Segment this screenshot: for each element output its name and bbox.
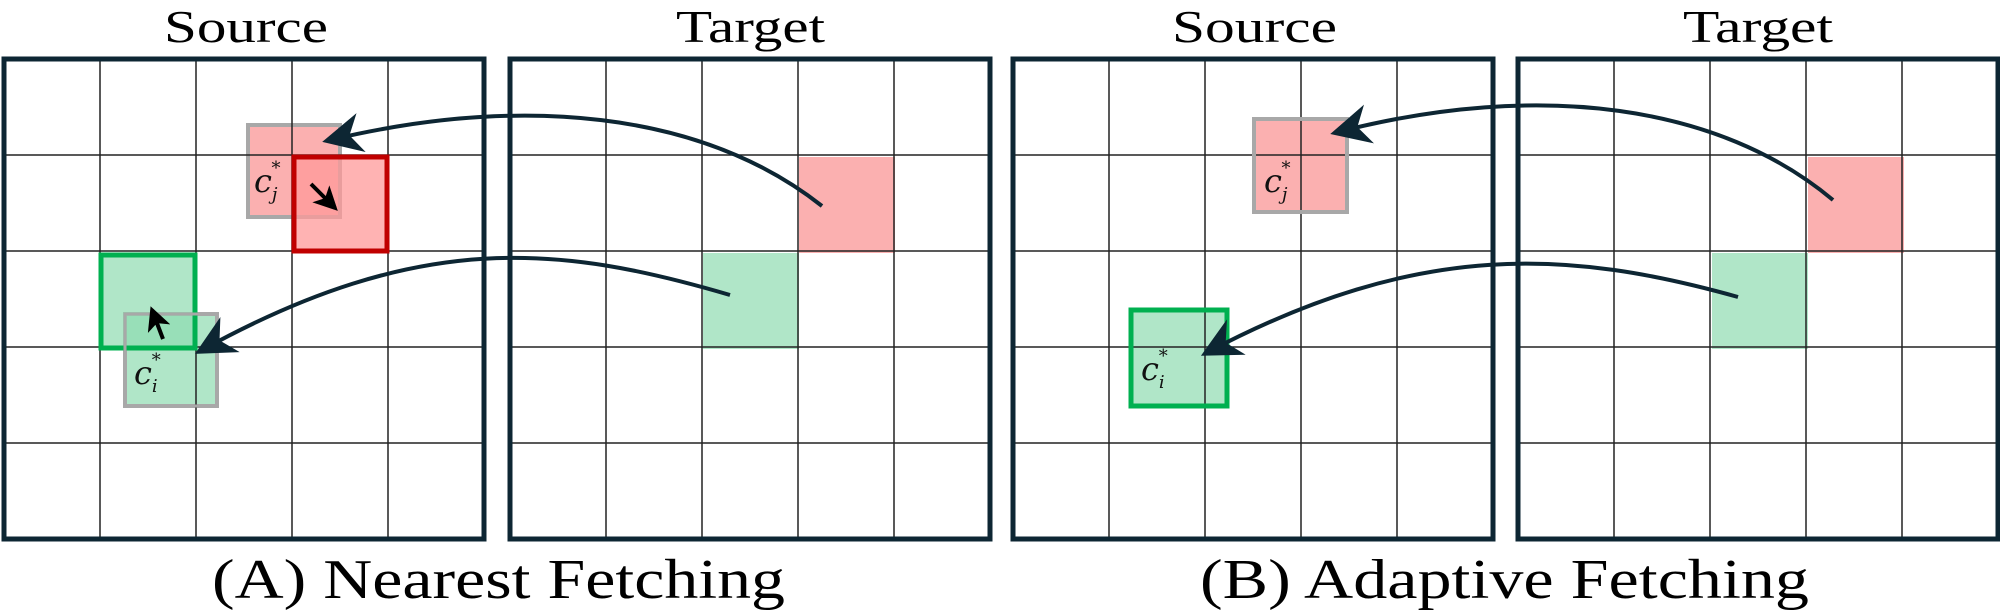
- panel-b-label-cj: cj*: [1264, 158, 1291, 205]
- panel-a-target-cell-red: [799, 157, 895, 253]
- panel-a-source-title: Source: [164, 1, 328, 52]
- panel-a-target-grid: [507, 56, 993, 542]
- panel-a-offset-arrow-j-icon: [309, 182, 338, 211]
- panel-b-target-title: Target: [1683, 1, 1833, 52]
- panel-b-source-title: Source: [1172, 1, 1337, 52]
- panel-b-label-ci: ci*: [1141, 346, 1168, 393]
- panel-a-target-title: Target: [676, 1, 825, 52]
- panel-a-label-cj: cj*: [254, 158, 281, 205]
- grid-frame: [1515, 56, 2000, 542]
- panel-b-caption: (B) Adaptive Fetching: [1200, 549, 1809, 611]
- panel-a-offset-cell-i: [98, 252, 198, 351]
- panel-b-fetched-cell-j-border: [1252, 117, 1349, 214]
- panel-a-offset-cell-j-border: [291, 154, 390, 254]
- panel-b-fetch-arrow-j: [1330, 103, 1835, 202]
- panel-b-target-cell-green: [1712, 253, 1808, 349]
- grid-frame: [1010, 56, 1496, 542]
- panel-b-target-grid: [1515, 56, 2000, 542]
- panel-a-offset-cell-j: [291, 154, 390, 254]
- panel-b-target-cell-red: [1808, 157, 1904, 253]
- panel-a-source-grid: [1, 56, 487, 542]
- panel-a-fetch-arrow-i: [194, 255, 731, 354]
- panel-a-nearest-cell-i-border: [123, 312, 219, 408]
- panel-b-source-grid: [1010, 56, 1496, 542]
- grid-frame: [1, 56, 487, 542]
- panel-a-offset-arrow-i-icon: [147, 306, 171, 340]
- grid-frame: [507, 56, 993, 542]
- panel-a-offset-cell-i-border: [98, 252, 198, 351]
- panel-a-label-ci: ci*: [134, 350, 161, 397]
- panel-b-fetch-arrow-i: [1200, 261, 1739, 356]
- panel-a-caption: (A) Nearest Fetching: [212, 549, 785, 611]
- panel-a-fetch-arrow-j: [322, 113, 824, 208]
- panel-a-target-cell-green: [703, 253, 799, 349]
- panel-b-fetched-cell-i-border: [1128, 307, 1230, 409]
